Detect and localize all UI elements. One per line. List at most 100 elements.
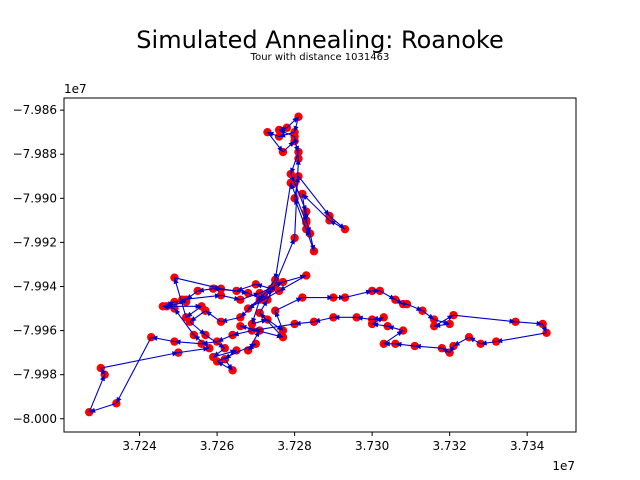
tour-segment [213,286,237,292]
tour-segment [414,343,442,350]
tour-segment [302,294,334,301]
x-offset-label: 1e7 [552,459,575,473]
x-tick-label: 3.734 [510,439,544,453]
tour-segment [278,126,288,132]
tour-segment [88,374,106,413]
tour-segment [372,315,384,322]
tour-segment [178,346,210,354]
tour-segment [232,330,253,337]
x-tick-label: 3.730 [355,439,389,453]
tour-path [88,116,548,413]
tour-segment [220,294,241,301]
tour-segment [259,299,268,314]
y-tick-label: −7.994 [13,279,57,293]
tour-segment [449,345,455,353]
tour-segment [266,284,276,300]
tour-segment [372,288,380,294]
tour-segment [433,314,454,327]
tour-segment [379,290,396,301]
tour-segment [282,140,295,153]
tour-segment [294,140,300,153]
tour-segment [387,325,404,332]
y-tick-label: −7.988 [13,147,57,161]
tour-segment [205,310,222,323]
tour-segment [290,182,307,223]
x-tick-label: 3.728 [277,439,311,453]
tour-segment [251,318,268,325]
tour-segment [216,334,233,343]
tour-segment [185,290,199,301]
tour-segment [182,297,187,303]
city-point [251,280,261,289]
tour-segment [236,283,257,292]
tour-segment [289,173,296,184]
tour-segment [278,274,307,292]
tour-segment [240,325,284,339]
tour-segment [89,402,117,413]
tour-segment [274,310,284,331]
tour-segment [395,341,415,348]
tour-segment [333,294,345,301]
y-tick-label: −7.996 [13,324,57,338]
tour-segment [356,315,373,321]
tour-segment [453,314,516,324]
tour-segment [255,283,272,290]
plot-area [63,97,577,433]
tour-segment [197,287,214,293]
chart-subtitle: Tour with distance 1031463 [250,52,390,63]
tour-segment [247,343,257,351]
y-tick-label: −8.000 [13,412,57,426]
tour-segment [273,182,292,280]
tour-segment [189,321,206,336]
tour-segment [294,320,315,326]
tour-segment [294,198,307,230]
y-axis: −7.986 −7.988 −7.990 −7.992 −7.994 −7.996 −7.9… [13,103,64,426]
city-point [147,333,156,342]
tour-segment [383,341,396,347]
tour-segment [259,312,284,338]
tour-segment [247,292,264,301]
tour-segment [453,336,470,347]
tour-segment [422,310,435,321]
tour-segment [224,358,234,371]
y-tick-label: −7.986 [13,103,57,117]
tour-segment [305,228,315,252]
tour-segment [216,360,233,371]
tour-segment [515,320,543,327]
tour-segment [372,322,388,328]
tour-segment [251,299,261,325]
tour-segment [267,131,280,138]
tour-segment [468,336,481,345]
tour-segment [383,330,404,345]
tour-segment [344,289,373,299]
tour-segment [100,351,179,369]
city-point [271,306,280,315]
city-point [429,321,439,331]
tour-segment [247,330,261,351]
tour-segment [301,193,330,221]
tour-segment [290,151,300,175]
tour-segment [267,319,284,332]
x-tick-label: 3.732 [432,439,466,453]
city-point [286,169,295,179]
tour-segment [480,340,497,346]
tour-segment [174,308,195,336]
tour-segment [174,339,202,345]
tour-segment [293,116,300,133]
tour-segment [541,323,548,334]
y-tick-label: −7.998 [13,368,57,382]
tour-segment [305,220,311,234]
tour-segment [151,335,175,343]
tour-segment [189,310,206,323]
x-axis: 3.724 3.726 3.728 3.730 3.732 3.734 [122,432,544,453]
tour-segment [406,303,423,312]
tour-segment [441,347,450,354]
tour-segment [173,277,187,318]
tour-segment [403,301,408,307]
y-offset-label: 1e7 [64,82,87,96]
city-point [302,271,311,280]
tour-segment [115,336,152,404]
x-tick-label: 3.726 [200,439,234,453]
tour-segment [278,131,295,138]
